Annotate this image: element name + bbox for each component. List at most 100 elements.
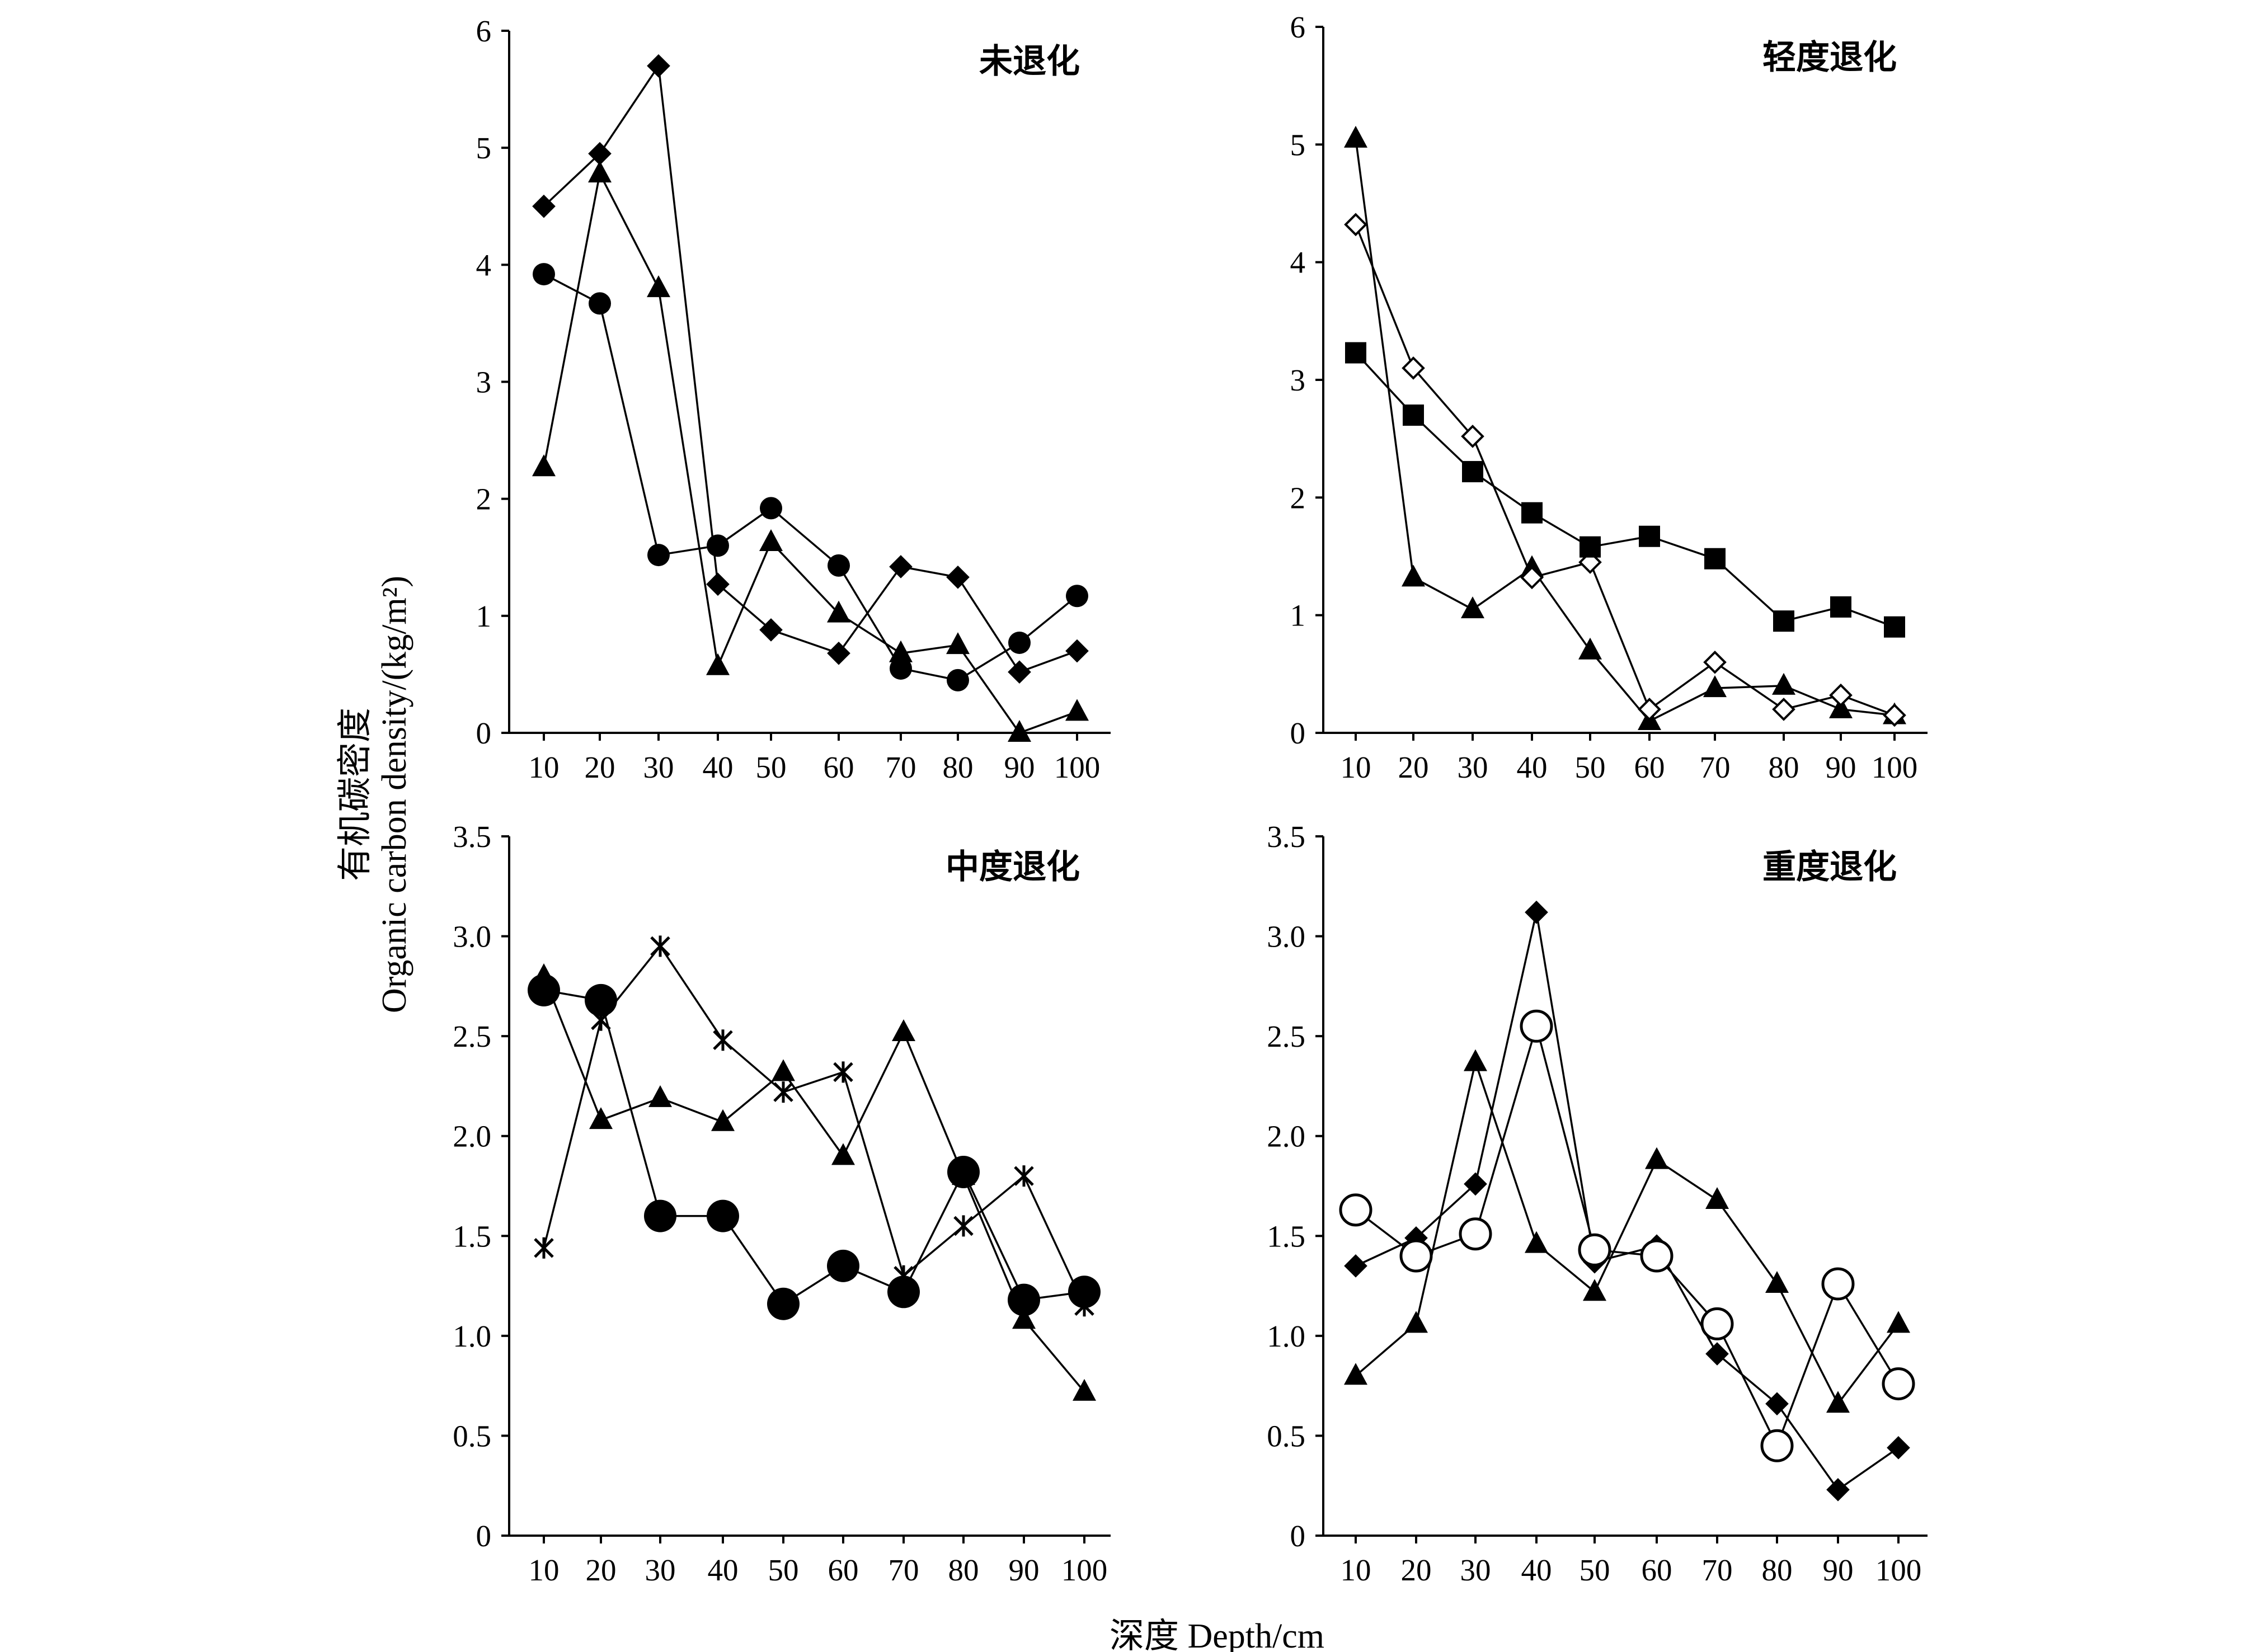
data-point	[1345, 342, 1366, 364]
data-point	[1705, 1342, 1729, 1366]
series-line	[543, 989, 1085, 1306]
series-1	[1344, 125, 1906, 730]
data-point	[827, 600, 850, 623]
data-point	[1014, 1165, 1034, 1187]
data-point	[1402, 564, 1425, 587]
x-tick-label: 40	[708, 1553, 739, 1587]
x-tick-label: 100	[1875, 1553, 1922, 1587]
y-tick-label: 6	[1290, 10, 1306, 44]
data-point	[585, 983, 617, 1016]
x-tick-label: 50	[756, 750, 787, 784]
panel-2: 0 1 2 3 4 5 6 10 20 30 40 50 60 70 80 90 100 轻度退化	[1290, 10, 1928, 784]
data-point	[1583, 1279, 1606, 1301]
x-tick-label: 70	[889, 1553, 919, 1587]
data-point	[1821, 1267, 1855, 1301]
data-point	[1012, 1307, 1036, 1329]
data-point	[1639, 525, 1660, 547]
x-tick-label: 30	[1458, 750, 1488, 784]
series-line	[1355, 1058, 1900, 1406]
y-tick-label: 0	[476, 1519, 492, 1553]
x-tick-label: 30	[645, 1553, 676, 1587]
data-point	[711, 1109, 735, 1131]
y-tick-label: 0	[1290, 716, 1306, 750]
x-tick-label: 40	[1521, 1553, 1552, 1587]
data-point	[1883, 703, 1906, 727]
data-point	[1461, 425, 1484, 448]
x-tick-label: 70	[886, 750, 916, 784]
y-tick-label: 1.0	[453, 1319, 491, 1353]
data-point	[591, 1009, 611, 1031]
data-point	[1339, 1193, 1372, 1227]
data-point	[707, 1199, 739, 1232]
data-point	[1462, 461, 1483, 483]
data-point	[1521, 502, 1543, 524]
data-point	[706, 572, 730, 596]
data-point	[532, 454, 556, 477]
data-point	[1008, 631, 1031, 654]
x-tick-label: 80	[948, 1553, 979, 1587]
data-point	[1008, 1283, 1040, 1316]
data-point	[1008, 660, 1031, 684]
x-tick-label: 10	[529, 1553, 560, 1587]
series-line	[543, 273, 1078, 681]
x-tick-label: 60	[828, 1553, 859, 1587]
data-point	[759, 618, 783, 642]
data-point	[767, 1287, 800, 1320]
series-3	[1345, 342, 1905, 638]
x-tick-label: 20	[1398, 750, 1429, 784]
data-point	[1704, 548, 1726, 570]
x-tick-label: 60	[824, 750, 854, 784]
x-tick-label: 30	[1460, 1553, 1491, 1587]
data-point	[1402, 356, 1425, 380]
panel-3: 0 0.5 1.0 1.5 2.0 2.5 3.0 3.5 10 20 30 40 50 60 70 80 90…	[453, 820, 1111, 1587]
data-point	[760, 497, 782, 520]
x-tick-label: 20	[586, 1553, 617, 1587]
x-tick-label: 100	[1061, 1553, 1108, 1587]
data-point	[648, 1085, 672, 1107]
data-point	[1765, 1392, 1789, 1416]
data-point	[1773, 610, 1794, 632]
data-point	[889, 640, 913, 662]
y-tick-label: 2	[1290, 481, 1306, 515]
x-tick-label: 50	[1580, 1553, 1610, 1587]
y-tick-label: 2.0	[453, 1119, 491, 1154]
data-point	[1703, 675, 1727, 698]
data-point	[1772, 698, 1795, 721]
data-point	[532, 194, 556, 218]
data-point	[946, 632, 970, 655]
y-tick-label: 3.5	[1267, 820, 1305, 854]
series-line	[1355, 138, 1895, 723]
x-tick-label: 80	[1769, 750, 1799, 784]
data-point	[1887, 1436, 1910, 1460]
series-2	[533, 263, 1088, 691]
data-point	[1344, 1363, 1367, 1385]
data-point	[1829, 683, 1853, 707]
data-point	[1765, 1271, 1789, 1293]
data-point	[1520, 566, 1544, 590]
data-point	[892, 1019, 915, 1041]
x-tick-label: 100	[1872, 750, 1918, 784]
panel-1: 0 1 2 3 4 5 6 10 20 30 40 50 60 70 80 90 100 未退化	[476, 14, 1111, 784]
data-point	[1065, 639, 1089, 663]
data-point	[1580, 536, 1601, 558]
x-tick-label: 90	[1823, 1553, 1854, 1587]
data-point	[1399, 1239, 1433, 1273]
y-tick-label: 1.0	[1267, 1319, 1305, 1353]
data-point	[589, 1107, 613, 1129]
data-point	[1884, 616, 1905, 638]
y-tick-label: 6	[476, 14, 492, 48]
data-point	[1073, 1378, 1096, 1401]
data-point	[759, 529, 783, 552]
data-point	[952, 1163, 975, 1185]
x-tick-label: 60	[1634, 750, 1665, 784]
data-point	[1645, 1147, 1668, 1169]
series-line	[543, 976, 1085, 1392]
data-point	[588, 161, 612, 183]
data-point	[532, 963, 556, 985]
panel-title: 未退化	[979, 43, 1080, 80]
data-point	[706, 653, 730, 675]
y-tick-label: 0.5	[453, 1419, 491, 1453]
series-1	[532, 54, 1089, 684]
